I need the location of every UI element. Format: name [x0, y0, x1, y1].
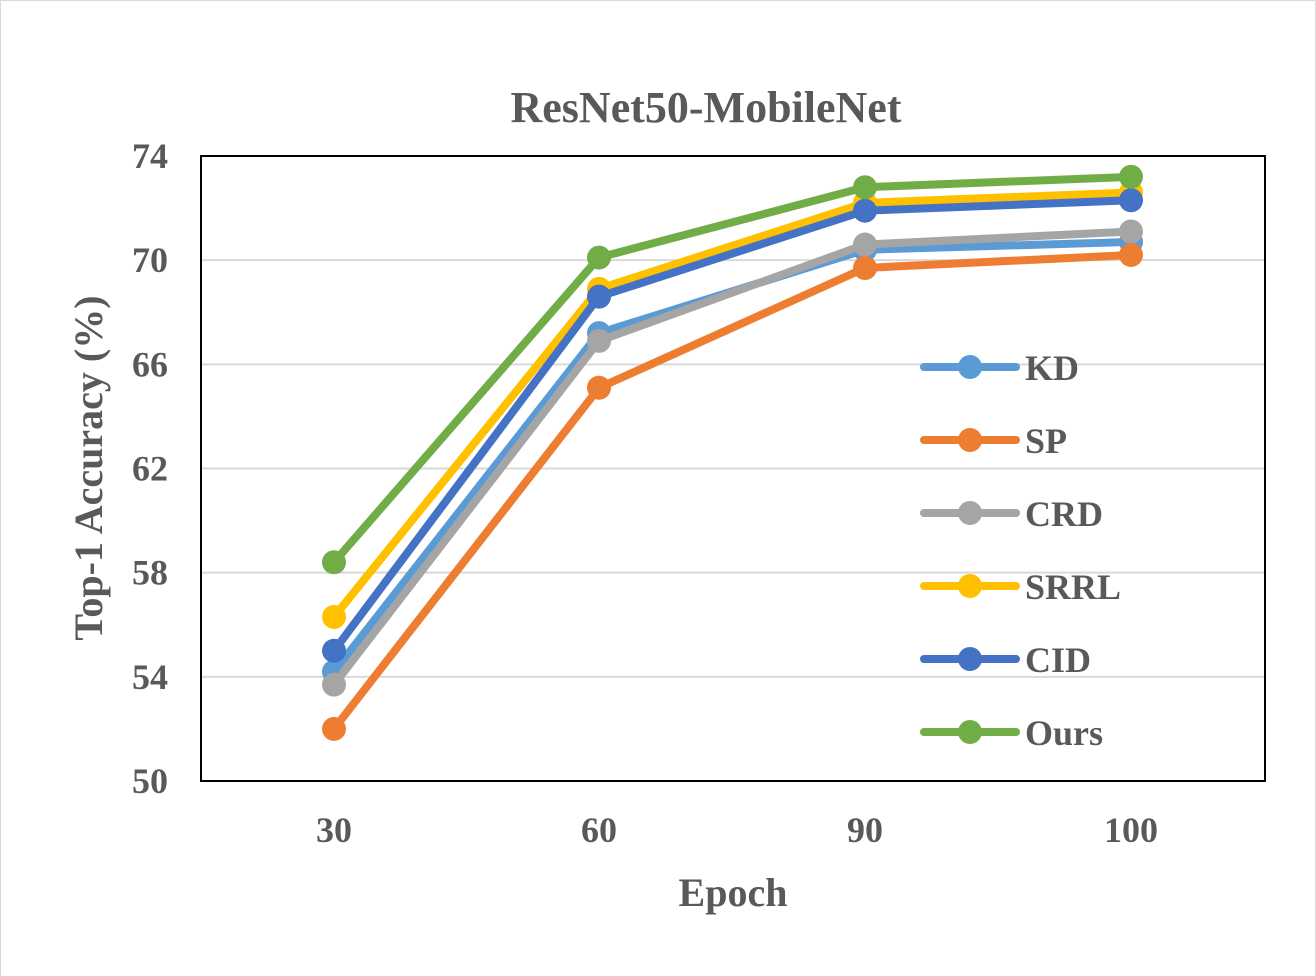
y-tick-label: 58: [132, 553, 168, 593]
legend-item-cid: CID: [920, 640, 1091, 680]
data-point: [853, 255, 877, 280]
x-tick-label: 90: [847, 810, 883, 850]
data-point: [322, 604, 346, 629]
legend-label: CRD: [1025, 494, 1103, 534]
series-sp: [322, 242, 1143, 741]
x-tick-label: 30: [316, 810, 352, 850]
series-line: [330, 250, 1135, 733]
x-axis-label: Epoch: [679, 870, 788, 915]
series-ours: [322, 164, 1143, 575]
x-axis-ticks: 30 60 90 100: [316, 810, 1158, 850]
data-point: [322, 550, 346, 575]
y-tick-label: 66: [132, 344, 168, 384]
legend-marker: [958, 720, 982, 744]
data-point: [1119, 219, 1143, 244]
legend-marker: [958, 428, 982, 452]
legend-marker: [958, 574, 982, 598]
y-tick-label: 54: [132, 657, 168, 697]
y-tick-label: 62: [132, 449, 168, 489]
data-point: [322, 638, 346, 663]
legend-item-kd: KD: [920, 348, 1079, 388]
legend-item-crd: CRD: [920, 494, 1103, 534]
legend-marker: [958, 355, 982, 379]
y-axis-label: Top-1 Accuracy (%): [66, 295, 111, 640]
y-tick-label: 50: [132, 761, 168, 801]
legend-item-sp: SP: [920, 421, 1067, 461]
legend-label: SRRL: [1025, 567, 1121, 607]
data-point: [587, 245, 611, 270]
data-point: [1119, 164, 1143, 189]
legend: KD SP CRD SRRL CID Ours: [920, 348, 1121, 753]
series-line: [330, 196, 1135, 655]
y-tick-label: 70: [132, 240, 168, 280]
legend-marker: [958, 647, 982, 671]
series-crd: [322, 219, 1143, 697]
series-line: [330, 237, 1135, 676]
y-axis-ticks: 50 54 58 62 66 70 74: [132, 136, 168, 801]
legend-marker: [958, 501, 982, 525]
plot-area-border: [200, 155, 1266, 782]
data-point: [853, 175, 877, 200]
x-tick-label: 60: [581, 810, 617, 850]
data-point: [1119, 188, 1143, 213]
legend-label: CID: [1025, 640, 1091, 680]
data-point: [587, 375, 611, 400]
data-point: [853, 198, 877, 223]
legend-item-ours: Ours: [920, 713, 1103, 753]
legend-item-srrl: SRRL: [920, 567, 1121, 607]
data-point: [587, 328, 611, 353]
data-point: [322, 672, 346, 697]
series-lines: [322, 164, 1143, 741]
legend-label: SP: [1025, 421, 1067, 461]
x-tick-label: 100: [1104, 810, 1158, 850]
chart-title: ResNet50-MobileNet: [511, 83, 902, 132]
series-cid: [322, 188, 1143, 663]
series-line: [330, 227, 1135, 689]
data-point: [1119, 242, 1143, 267]
data-point: [587, 284, 611, 309]
series-line: [330, 188, 1135, 621]
data-point: [322, 716, 346, 741]
legend-label: Ours: [1025, 713, 1103, 753]
series-kd: [322, 229, 1143, 684]
y-tick-label: 74: [132, 136, 168, 176]
series-line: [330, 172, 1135, 567]
legend-label: KD: [1025, 348, 1079, 388]
data-point: [853, 232, 877, 257]
